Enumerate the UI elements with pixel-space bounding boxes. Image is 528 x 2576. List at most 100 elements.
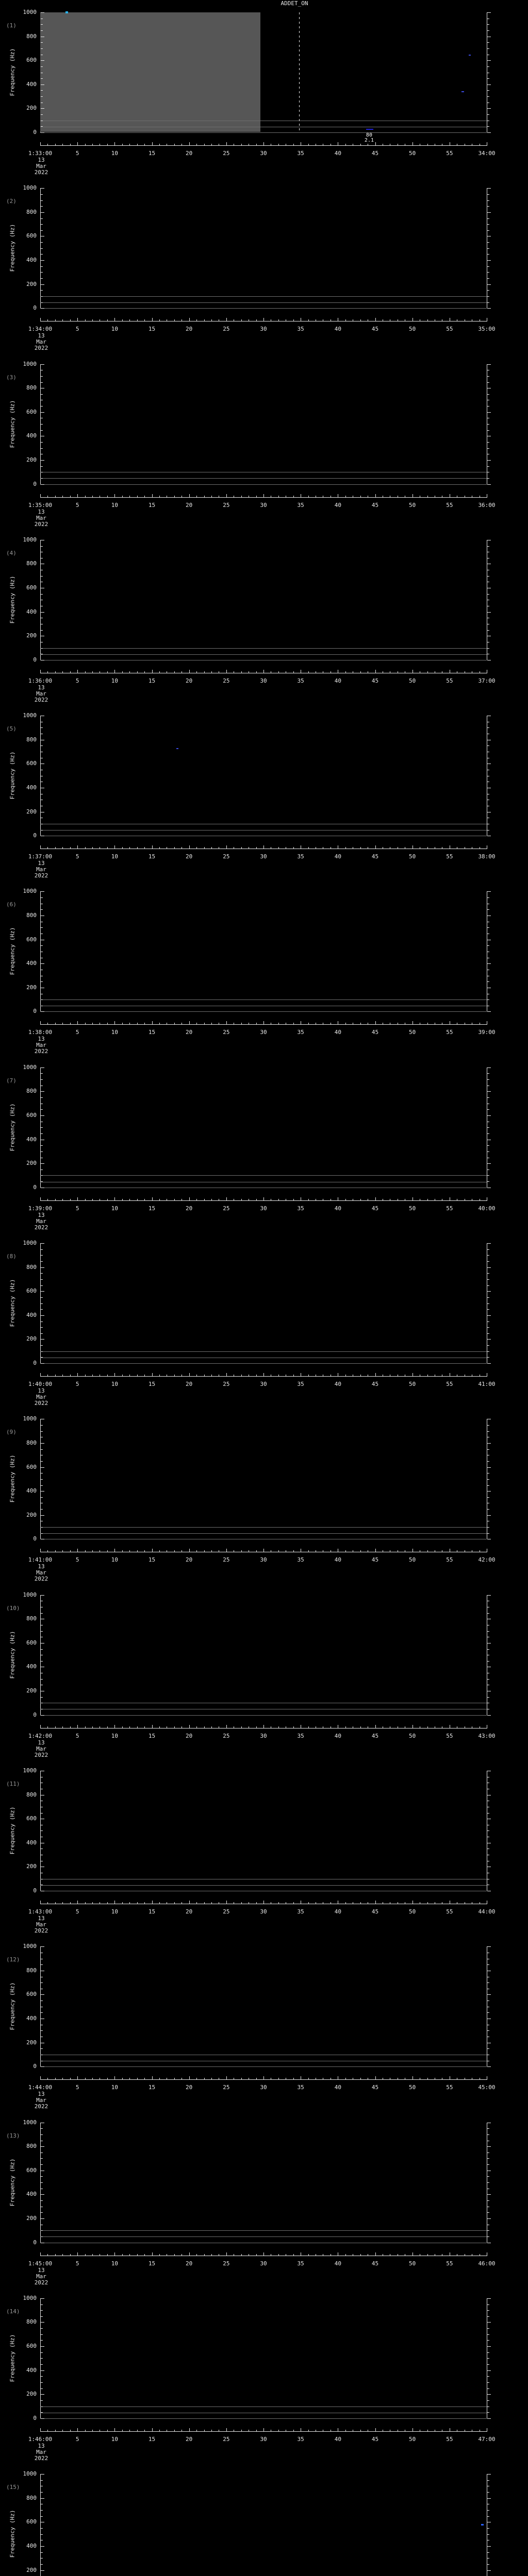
y-tick-label: 800 — [26, 1967, 37, 1974]
y-major-tick — [41, 1163, 44, 1164]
y-minor-tick — [487, 1321, 489, 1322]
x-tick-label: 50 — [409, 1556, 416, 1564]
x-major-tick — [114, 669, 116, 673]
panel-index: (2) — [6, 198, 16, 205]
x-tick-label: 35 — [297, 150, 304, 157]
x-major-tick — [77, 1549, 78, 1552]
x-major-tick — [189, 2252, 190, 2256]
panel-index: (3) — [6, 374, 16, 381]
x-minor-tick — [241, 319, 242, 321]
x-tick-label: 5 — [75, 1205, 79, 1212]
x-tick-label: 25 — [223, 677, 230, 684]
y-tick-label: 400 — [26, 960, 37, 967]
x-minor-tick — [241, 671, 242, 673]
y-minor-tick — [487, 254, 489, 255]
x-tick-label: 15 — [148, 1029, 156, 1036]
date-label: 13 — [38, 860, 45, 867]
x-major-tick — [40, 494, 41, 497]
x-tick-label: 20 — [186, 150, 193, 157]
y-minor-tick — [41, 478, 43, 479]
x-major-tick — [412, 845, 413, 849]
x-minor-tick — [47, 495, 48, 497]
x-tick-label: 40 — [334, 326, 341, 333]
x-minor-tick — [62, 495, 63, 497]
x-minor-tick — [70, 495, 71, 497]
y-minor-tick — [487, 2128, 489, 2129]
y-minor-tick — [41, 424, 43, 425]
y-tick-label: 200 — [26, 2039, 37, 2046]
panel-index: (15) — [6, 2484, 20, 2491]
y-tick-label: 800 — [26, 1615, 37, 1622]
y-minor-tick — [487, 1509, 489, 1510]
y-tick-label: 800 — [26, 2143, 37, 2150]
x-major-tick — [114, 2252, 116, 2256]
x-minor-tick — [55, 1375, 56, 1377]
x-tick-label: 25 — [223, 1205, 230, 1212]
y-minor-tick — [41, 90, 43, 91]
x-tick-label: 10 — [111, 853, 118, 860]
x-axis-line — [40, 1376, 487, 1377]
y-minor-tick — [487, 2334, 489, 2335]
x-tick-label: 55 — [446, 853, 453, 860]
x-minor-tick — [62, 671, 63, 673]
y-minor-tick — [487, 1133, 489, 1134]
y-tick-label: 200 — [26, 984, 37, 991]
x-tick-label: 40 — [334, 1556, 341, 1564]
x-minor-tick — [345, 1198, 346, 1200]
y-tick-label: 200 — [26, 808, 37, 815]
x-major-tick — [40, 1197, 41, 1200]
reference-line — [40, 2418, 487, 2419]
x-minor-tick — [129, 1902, 130, 1904]
y-minor-tick — [487, 2328, 489, 2329]
x-tick-label: 20 — [186, 1732, 193, 1739]
x-tick-label: 40 — [334, 1205, 341, 1212]
y-major-tick — [41, 2218, 44, 2219]
y-minor-tick — [487, 2376, 489, 2377]
y-minor-tick — [487, 30, 489, 31]
x-minor-tick — [256, 2429, 257, 2431]
x-major-tick — [77, 494, 78, 497]
x-start-time-label: 1:37:00 — [28, 853, 53, 860]
x-major-tick — [77, 1373, 78, 1377]
y-tick-label: 800 — [26, 1088, 37, 1095]
y-minor-tick — [487, 242, 489, 243]
x-minor-tick — [92, 144, 93, 145]
x-minor-tick — [144, 2253, 145, 2256]
y-minor-tick — [41, 2516, 43, 2517]
y-minor-tick — [487, 1309, 489, 1310]
y-major-tick — [41, 108, 44, 109]
y-minor-tick — [487, 1697, 489, 1698]
x-tick-label: 5 — [75, 1029, 79, 1036]
y-minor-tick — [41, 2564, 43, 2565]
y-tick-label: 400 — [26, 257, 37, 264]
x-tick-label: 35 — [297, 1556, 304, 1564]
x-major-tick — [226, 318, 227, 321]
y-minor-tick — [41, 254, 43, 255]
x-minor-tick — [427, 1198, 428, 1200]
y-axis-title: Frequency (Hz) — [9, 575, 16, 624]
y-minor-tick — [41, 1279, 43, 1280]
y-tick-label: 400 — [26, 1839, 37, 1846]
x-minor-tick — [256, 671, 257, 673]
x-minor-tick — [55, 2253, 56, 2256]
y-tick-label: 200 — [26, 632, 37, 639]
y-axis-left-line — [40, 1067, 41, 1188]
x-minor-tick — [55, 1550, 56, 1552]
x-tick-label: 30 — [260, 2084, 267, 2091]
x-end-time-label: 42:00 — [478, 1556, 496, 1564]
y-minor-tick — [487, 1327, 489, 1328]
x-major-tick — [152, 669, 153, 673]
x-minor-tick — [308, 1550, 309, 1552]
y-minor-tick — [487, 42, 489, 43]
y-minor-tick — [487, 1533, 489, 1534]
y-minor-tick — [41, 546, 43, 547]
x-minor-tick — [144, 671, 145, 673]
x-major-tick — [226, 1373, 227, 1377]
x-minor-tick — [427, 1550, 428, 1552]
x-minor-tick — [241, 1375, 242, 1377]
x-minor-tick — [144, 144, 145, 145]
y-tick-label: 1000 — [23, 9, 37, 15]
y-minor-tick — [487, 1631, 489, 1632]
y-minor-tick — [487, 1109, 489, 1110]
y-minor-tick — [41, 1613, 43, 1614]
